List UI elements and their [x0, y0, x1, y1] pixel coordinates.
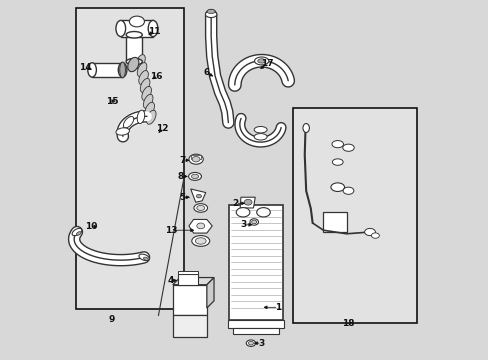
Polygon shape	[240, 197, 255, 208]
Bar	[227, 320, 284, 328]
Ellipse shape	[364, 228, 375, 235]
Text: 2: 2	[232, 199, 238, 208]
Ellipse shape	[120, 62, 125, 78]
Ellipse shape	[76, 232, 81, 235]
Ellipse shape	[139, 71, 148, 85]
Ellipse shape	[116, 21, 125, 37]
Text: 9: 9	[108, 315, 115, 324]
Ellipse shape	[196, 194, 201, 198]
Ellipse shape	[129, 16, 144, 27]
Ellipse shape	[144, 102, 154, 116]
Ellipse shape	[118, 63, 126, 77]
Ellipse shape	[330, 183, 344, 192]
Ellipse shape	[146, 110, 156, 124]
Ellipse shape	[195, 238, 206, 244]
Ellipse shape	[371, 233, 379, 238]
Text: 5: 5	[179, 193, 185, 202]
Text: 4: 4	[167, 276, 174, 285]
Bar	[121, 21, 153, 37]
Ellipse shape	[191, 174, 198, 179]
Ellipse shape	[207, 9, 215, 14]
Ellipse shape	[143, 257, 148, 260]
Ellipse shape	[205, 11, 217, 18]
Ellipse shape	[188, 172, 201, 180]
Bar	[323, 212, 346, 232]
Bar	[126, 35, 142, 62]
Ellipse shape	[136, 55, 145, 69]
Ellipse shape	[254, 134, 266, 140]
Ellipse shape	[331, 140, 343, 148]
Polygon shape	[172, 278, 214, 285]
Ellipse shape	[244, 199, 251, 205]
Ellipse shape	[303, 123, 309, 132]
Text: 8: 8	[178, 172, 184, 181]
Ellipse shape	[191, 235, 209, 246]
Ellipse shape	[256, 208, 270, 217]
Bar	[229, 205, 282, 320]
Text: 3: 3	[240, 220, 246, 229]
Ellipse shape	[142, 86, 151, 100]
Bar	[76, 8, 183, 309]
Text: 13: 13	[164, 226, 177, 235]
Ellipse shape	[188, 154, 203, 164]
Ellipse shape	[127, 57, 139, 72]
Ellipse shape	[72, 228, 81, 236]
Bar	[191, 155, 201, 159]
Polygon shape	[188, 220, 212, 233]
Ellipse shape	[332, 159, 343, 165]
Ellipse shape	[126, 32, 142, 38]
Ellipse shape	[343, 187, 353, 194]
Ellipse shape	[254, 126, 266, 133]
Bar	[172, 315, 206, 337]
Ellipse shape	[236, 208, 249, 217]
Text: 7: 7	[179, 156, 185, 165]
Text: 10: 10	[84, 222, 97, 231]
Ellipse shape	[342, 144, 353, 151]
Ellipse shape	[126, 58, 142, 65]
Text: 17: 17	[261, 59, 274, 68]
Ellipse shape	[123, 117, 133, 128]
Ellipse shape	[116, 128, 129, 135]
Ellipse shape	[143, 94, 153, 108]
Ellipse shape	[194, 204, 207, 212]
Polygon shape	[178, 271, 198, 274]
Ellipse shape	[88, 63, 96, 77]
Ellipse shape	[192, 157, 200, 162]
Bar	[172, 285, 206, 315]
Ellipse shape	[254, 57, 268, 65]
Bar	[178, 274, 198, 285]
Ellipse shape	[251, 220, 256, 224]
Ellipse shape	[139, 254, 149, 261]
Text: 15: 15	[105, 96, 118, 105]
Bar	[233, 328, 278, 334]
Text: 11: 11	[147, 27, 160, 36]
Ellipse shape	[257, 59, 265, 63]
Ellipse shape	[196, 223, 204, 229]
Text: 6: 6	[203, 68, 209, 77]
Bar	[92, 63, 122, 77]
Ellipse shape	[137, 63, 146, 77]
Ellipse shape	[140, 78, 150, 93]
Text: 1: 1	[275, 303, 281, 312]
Polygon shape	[190, 189, 205, 202]
Polygon shape	[206, 278, 214, 308]
Ellipse shape	[249, 219, 258, 225]
Text: 12: 12	[156, 123, 169, 132]
Ellipse shape	[196, 206, 204, 211]
Ellipse shape	[137, 110, 144, 123]
Ellipse shape	[246, 340, 255, 346]
Text: 3: 3	[258, 339, 264, 348]
Text: 16: 16	[149, 72, 162, 81]
Ellipse shape	[248, 341, 253, 345]
Ellipse shape	[148, 21, 158, 37]
Text: 14: 14	[79, 63, 91, 72]
Text: 18: 18	[342, 319, 354, 328]
Bar	[292, 108, 416, 323]
